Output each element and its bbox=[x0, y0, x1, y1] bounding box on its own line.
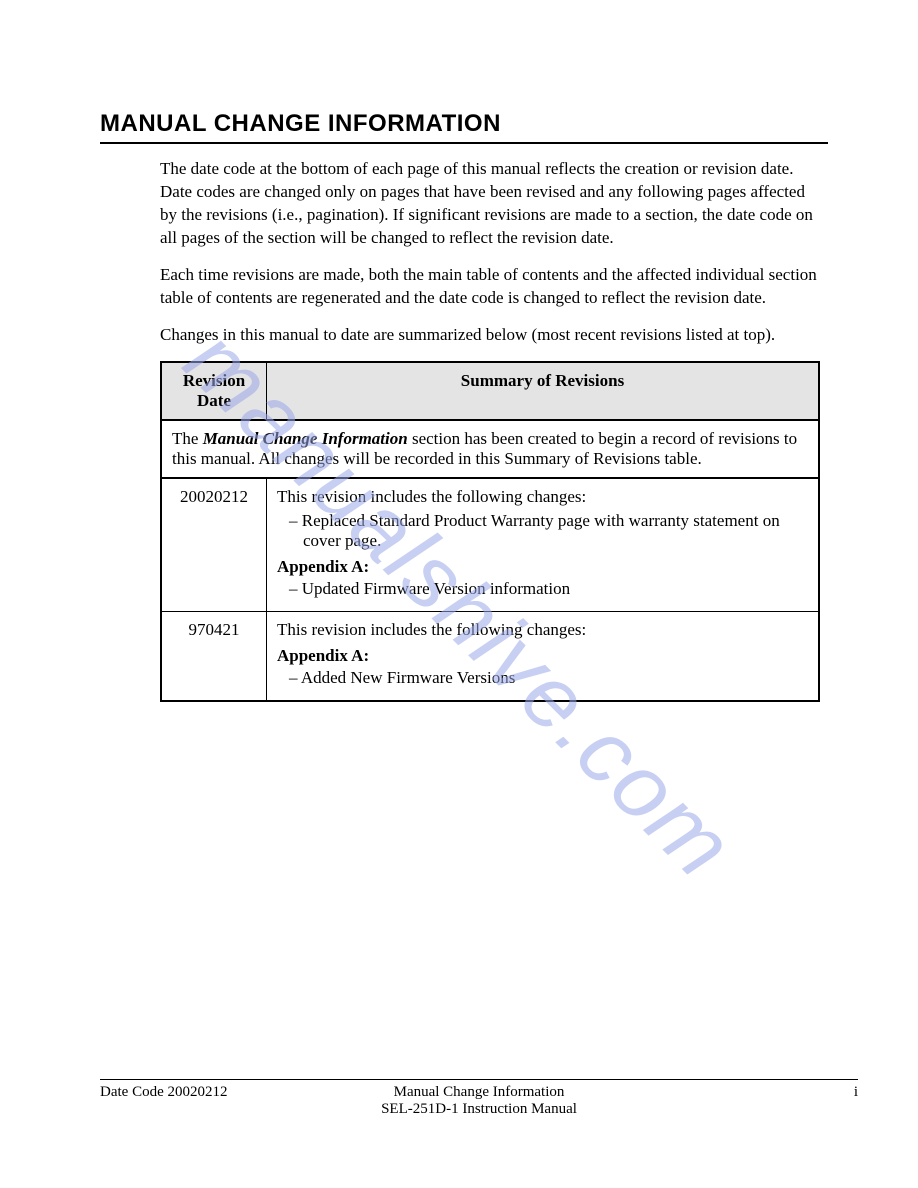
title-rule bbox=[100, 142, 828, 144]
col-header-summary: Summary of Revisions bbox=[267, 362, 820, 420]
rev-lead: This revision includes the following cha… bbox=[277, 620, 808, 640]
rev-date-cell: 20020212 bbox=[161, 478, 267, 612]
rev-item: – Updated Firmware Version information bbox=[277, 579, 808, 599]
footer-center-line1: Manual Change Information bbox=[353, 1084, 606, 1101]
rev-summary-cell: This revision includes the following cha… bbox=[267, 478, 820, 612]
rev-date-cell: 970421 bbox=[161, 611, 267, 701]
footer-left-text: Date Code 20020212 bbox=[100, 1084, 353, 1101]
footer-row: Date Code 20020212 Manual Change Informa… bbox=[100, 1084, 858, 1118]
table-row: 970421 This revision includes the follow… bbox=[161, 611, 819, 701]
rev-section-head: Appendix A: bbox=[277, 557, 808, 577]
rev-summary-cell: This revision includes the following cha… bbox=[267, 611, 820, 701]
intro-before: The bbox=[172, 429, 203, 448]
rev-lead: This revision includes the following cha… bbox=[277, 487, 808, 507]
footer-rule bbox=[100, 1079, 858, 1080]
table-row: 20020212 This revision includes the foll… bbox=[161, 478, 819, 612]
rev-item-text: Added New Firmware Versions bbox=[301, 668, 516, 687]
page-footer: Date Code 20020212 Manual Change Informa… bbox=[100, 1079, 858, 1118]
table-intro-row: The Manual Change Information section ha… bbox=[161, 420, 819, 478]
footer-center-line2: SEL-251D-1 Instruction Manual bbox=[353, 1101, 606, 1118]
col-header-date: Revision Date bbox=[161, 362, 267, 420]
rev-item-text: Updated Firmware Version information bbox=[302, 579, 570, 598]
intro-paragraph-1: The date code at the bottom of each page… bbox=[160, 158, 823, 250]
rev-item-text: Replaced Standard Product Warranty page … bbox=[302, 511, 780, 550]
revisions-table: Revision Date Summary of Revisions The M… bbox=[160, 361, 820, 702]
rev-section-head: Appendix A: bbox=[277, 646, 808, 666]
intro-emph: Manual Change Information bbox=[203, 429, 408, 448]
table-header-row: Revision Date Summary of Revisions bbox=[161, 362, 819, 420]
page-title: MANUAL CHANGE INFORMATION bbox=[100, 110, 828, 138]
table-intro-cell: The Manual Change Information section ha… bbox=[161, 420, 819, 478]
rev-item: – Added New Firmware Versions bbox=[277, 668, 808, 688]
intro-paragraph-2: Each time revisions are made, both the m… bbox=[160, 264, 823, 310]
intro-paragraph-3: Changes in this manual to date are summa… bbox=[160, 324, 823, 347]
body-text-block: The date code at the bottom of each page… bbox=[160, 158, 823, 347]
document-page: manualshive.com MANUAL CHANGE INFORMATIO… bbox=[0, 0, 918, 1188]
footer-center-block: Manual Change Information SEL-251D-1 Ins… bbox=[353, 1084, 606, 1118]
footer-page-number: i bbox=[605, 1084, 858, 1101]
rev-item: – Replaced Standard Product Warranty pag… bbox=[277, 511, 808, 551]
